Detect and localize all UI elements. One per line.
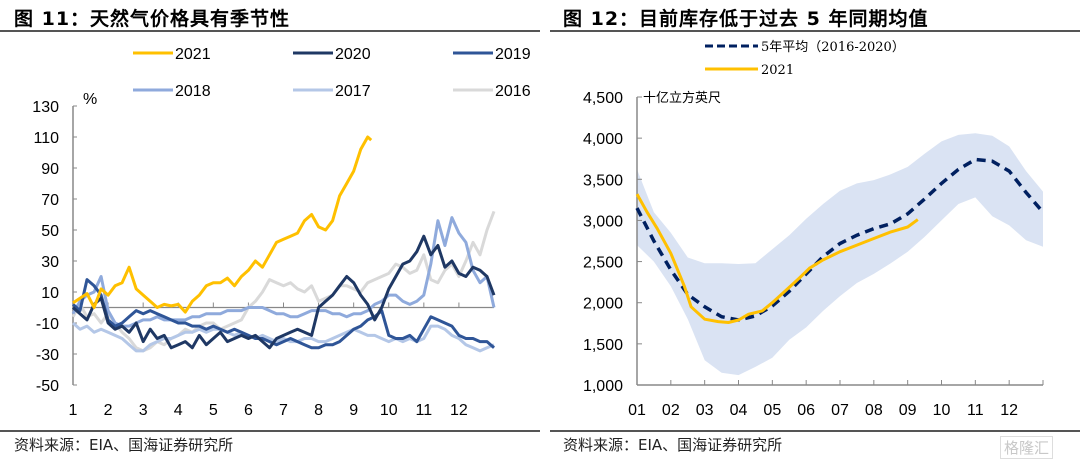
legend-label-2016: 2016 <box>495 83 531 100</box>
x-tick-label: 01 <box>628 402 646 419</box>
y-axis-unit: % <box>83 91 97 108</box>
series-line-5yr-average <box>635 157 1045 322</box>
y-tick-label: -10 <box>36 316 59 333</box>
figure-11-source: 资料来源：EIA、国海证券研究所 <box>14 436 234 454</box>
x-tick-label: 02 <box>662 402 680 419</box>
legend-label-2017: 2017 <box>335 83 371 100</box>
y-tick-label: 10 <box>41 285 59 302</box>
x-tick-label: 10 <box>933 402 951 419</box>
x-tick-label: 09 <box>899 402 917 419</box>
watermark-logo: 格隆汇 <box>1000 436 1054 459</box>
y-axis-unit: 十亿立方英尺 <box>643 90 721 106</box>
y-tick-label: 30 <box>41 254 59 271</box>
legend-label-2019: 2019 <box>495 46 531 63</box>
source-rule-right <box>550 430 1080 432</box>
x-tick-label: 8 <box>314 402 323 419</box>
y-tick-label: 90 <box>41 161 59 178</box>
y-tick-label: 70 <box>41 192 59 209</box>
figure-12-source: 资料来源：EIA、国海证券研究所 <box>563 436 783 454</box>
x-tick-label: 04 <box>730 402 748 419</box>
x-tick-label: 06 <box>797 402 815 419</box>
x-tick-label: 7 <box>279 402 288 419</box>
y-tick-label: 1,000 <box>583 378 623 395</box>
x-tick-label: 1 <box>69 402 78 419</box>
legend-label-5yr-average: 5年平均（2016-2020） <box>761 40 905 55</box>
source-rule-left <box>0 430 540 432</box>
legend-label-2021: 2021 <box>761 63 794 78</box>
figure-11-title: 图 11：天然气价格具有季节性 <box>14 8 291 30</box>
series-line-2020 <box>72 234 496 350</box>
y-tick-label: 3,000 <box>583 213 623 230</box>
x-tick-label: 5 <box>209 402 218 419</box>
x-tick-label: 10 <box>380 402 398 419</box>
y-tick-label: 130 <box>32 99 59 116</box>
y-tick-label: -30 <box>36 347 59 364</box>
y-tick-label: 4,500 <box>583 90 623 107</box>
x-tick-label: 05 <box>763 402 781 419</box>
chart-storage-vs-5yr-average: 4,500 4,000 3,500 3,000 2,500 2,000 1,500 1,000… <box>583 40 1045 419</box>
y-tick-label: 110 <box>33 130 59 147</box>
x-tick-label: 12 <box>1000 402 1018 419</box>
title-rule-left <box>0 30 540 32</box>
series-band-5yr-range <box>637 133 1043 376</box>
x-tick-label: 11 <box>967 402 984 419</box>
x-tick-label: 11 <box>416 402 433 419</box>
figure-12-title: 图 12：目前库存低于过去 5 年同期均值 <box>563 8 929 30</box>
legend-label-2018: 2018 <box>175 83 211 100</box>
x-tick-label: 4 <box>174 402 183 419</box>
x-tick-label: 12 <box>450 402 468 419</box>
x-tick-label: 6 <box>244 402 253 419</box>
y-tick-label: 2,000 <box>583 296 623 313</box>
x-tick-label: 07 <box>831 402 849 419</box>
y-tick-label: 1,500 <box>583 337 623 354</box>
x-tick-label: 08 <box>865 402 883 419</box>
title-rule-right <box>550 30 1080 32</box>
legend-label-2021: 2021 <box>175 46 211 63</box>
series-line-2021 <box>72 135 373 314</box>
x-tick-label: 9 <box>349 402 358 419</box>
series-line-2017 <box>72 321 495 353</box>
series-line-2019 <box>72 278 495 350</box>
y-tick-label: 4,000 <box>583 131 623 148</box>
series-line-2021 <box>635 193 919 324</box>
x-tick-label: 3 <box>139 402 148 419</box>
series-line-2018 <box>71 216 496 328</box>
y-tick-label: -50 <box>36 378 59 395</box>
y-tick-label: 2,500 <box>583 255 623 272</box>
x-tick-label: 2 <box>104 402 113 419</box>
legend-label-2020: 2020 <box>335 46 371 63</box>
x-tick-label: 03 <box>696 402 714 419</box>
y-tick-label: 3,500 <box>583 172 623 189</box>
y-tick-label: 50 <box>41 223 59 240</box>
